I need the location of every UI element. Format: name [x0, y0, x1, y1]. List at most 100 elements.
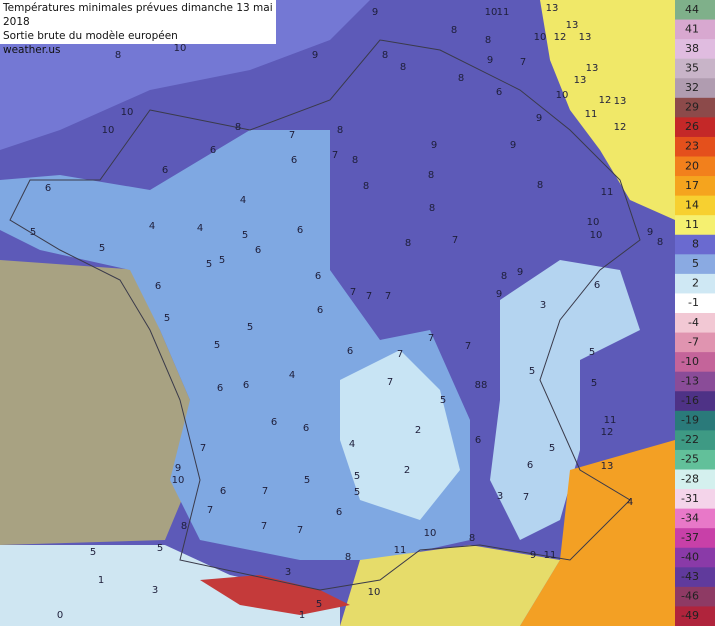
temperature-label: 7	[385, 291, 391, 302]
colorbar-swatch	[675, 78, 715, 99]
colorbar-label: -46	[681, 590, 699, 603]
colorbar-label: 11	[685, 218, 699, 231]
temperature-label: 4	[289, 370, 295, 381]
colorbar-label: 41	[685, 22, 699, 35]
temperature-label: 12	[601, 427, 614, 438]
temperature-label: 6	[271, 417, 277, 428]
temperature-label: 11	[585, 109, 598, 120]
temperature-label: 8	[405, 238, 411, 249]
temperature-label: 7	[289, 130, 295, 141]
temperature-label: 5	[242, 230, 248, 241]
colorbar-swatch	[675, 273, 715, 294]
temperature-label: 4	[149, 221, 155, 232]
temperature-label: 7	[520, 57, 526, 68]
colorbar-swatch	[675, 391, 715, 412]
temperature-label: 7	[350, 287, 356, 298]
temperature-label: 12	[599, 95, 612, 106]
temperature-label: 5	[206, 259, 212, 270]
temperature-label: 12	[554, 32, 567, 43]
temperature-label: 10	[172, 475, 185, 486]
temperature-label: 5	[316, 599, 322, 610]
temperature-label: 13	[614, 96, 627, 107]
colorbar-label: -31	[681, 492, 699, 505]
temperature-label: 6	[475, 435, 481, 446]
colorbar-label: -10	[681, 355, 699, 368]
temperature-label: 11	[497, 7, 510, 18]
temperature-label: 6	[496, 87, 502, 98]
colorbar-label: -13	[681, 374, 699, 387]
colorbar-label: -49	[681, 609, 699, 622]
title-box: Températures minimales prévues dimanche …	[0, 0, 276, 56]
temperature-label: 88	[475, 380, 488, 391]
temperature-label: 3	[152, 585, 158, 596]
temperature-label: 8	[657, 237, 663, 248]
temperature-label: 9	[175, 463, 181, 474]
temperature-label: 8	[469, 533, 475, 544]
temperature-label: 9	[312, 50, 318, 61]
temperature-label: 9	[536, 113, 542, 124]
colorbar-swatch	[675, 547, 715, 568]
colorbar-swatch	[675, 0, 715, 21]
temperature-label: 2	[404, 465, 410, 476]
temperature-label: 10	[368, 587, 381, 598]
alps-area	[490, 260, 640, 540]
colorbar-swatch	[675, 254, 715, 275]
temperature-label: 9	[647, 227, 653, 238]
temperature-label: 7	[261, 521, 267, 532]
temperature-label: 7	[297, 525, 303, 536]
temperature-label: 13	[586, 63, 599, 74]
temperature-label: 7	[428, 333, 434, 344]
colorbar-label: -22	[681, 433, 699, 446]
colorbar-label: -1	[688, 296, 699, 309]
temperature-label: 7	[332, 150, 338, 161]
atlantic-area	[0, 260, 190, 545]
colorbar-label: -4	[688, 316, 699, 329]
colorbar-label: -16	[681, 394, 699, 407]
temperature-label: 5	[30, 227, 36, 238]
temperature-label: 9	[517, 267, 523, 278]
temperature-label: 3	[497, 491, 503, 502]
temperature-label: 3	[285, 567, 291, 578]
temperature-label: 6	[303, 423, 309, 434]
temperature-label: 8	[485, 35, 491, 46]
temperature-label: 8	[345, 552, 351, 563]
colorbar-label: 5	[692, 257, 699, 270]
temperature-label: 5	[529, 366, 535, 377]
colorbar-swatch	[675, 19, 715, 40]
temperature-label: 8	[352, 155, 358, 166]
temperature-label: 7	[523, 492, 529, 503]
colorbar-label: 17	[685, 179, 699, 192]
temperature-label: 12	[614, 122, 627, 133]
colorbar-label: 14	[685, 198, 699, 211]
colorbar-label: 26	[685, 120, 699, 133]
temperature-label: 10	[424, 528, 437, 539]
colorbar-label: 29	[685, 101, 699, 114]
colorbar-swatch	[675, 136, 715, 157]
colorbar-swatch	[675, 567, 715, 588]
temperature-label: 5	[164, 313, 170, 324]
temperature-label: 8	[501, 271, 507, 282]
colorbar-label: -37	[681, 531, 699, 544]
temperature-label: 7	[465, 341, 471, 352]
temperature-label: 8	[363, 181, 369, 192]
temperature-label: 5	[214, 340, 220, 351]
colorbar-label: 23	[685, 140, 699, 153]
temperature-label: 6	[527, 460, 533, 471]
temperature-label: 1	[98, 575, 104, 586]
temperature-label: 6	[255, 245, 261, 256]
temperature-label: 5	[354, 487, 360, 498]
colorbar-swatch	[675, 313, 715, 334]
temperature-label: 9	[487, 55, 493, 66]
temperature-label: 7	[262, 486, 268, 497]
colorbar-label: 8	[692, 238, 699, 251]
temperature-label: 6	[315, 271, 321, 282]
temperature-label: 9	[496, 289, 502, 300]
temperature-label: 11	[601, 187, 614, 198]
colorbar-label: -7	[688, 335, 699, 348]
temperature-label: 5	[90, 547, 96, 558]
temperature-label: 10	[587, 217, 600, 228]
temperature-label: 4	[197, 223, 203, 234]
temperature-label: 5	[354, 471, 360, 482]
colorbar-swatch	[675, 606, 715, 626]
